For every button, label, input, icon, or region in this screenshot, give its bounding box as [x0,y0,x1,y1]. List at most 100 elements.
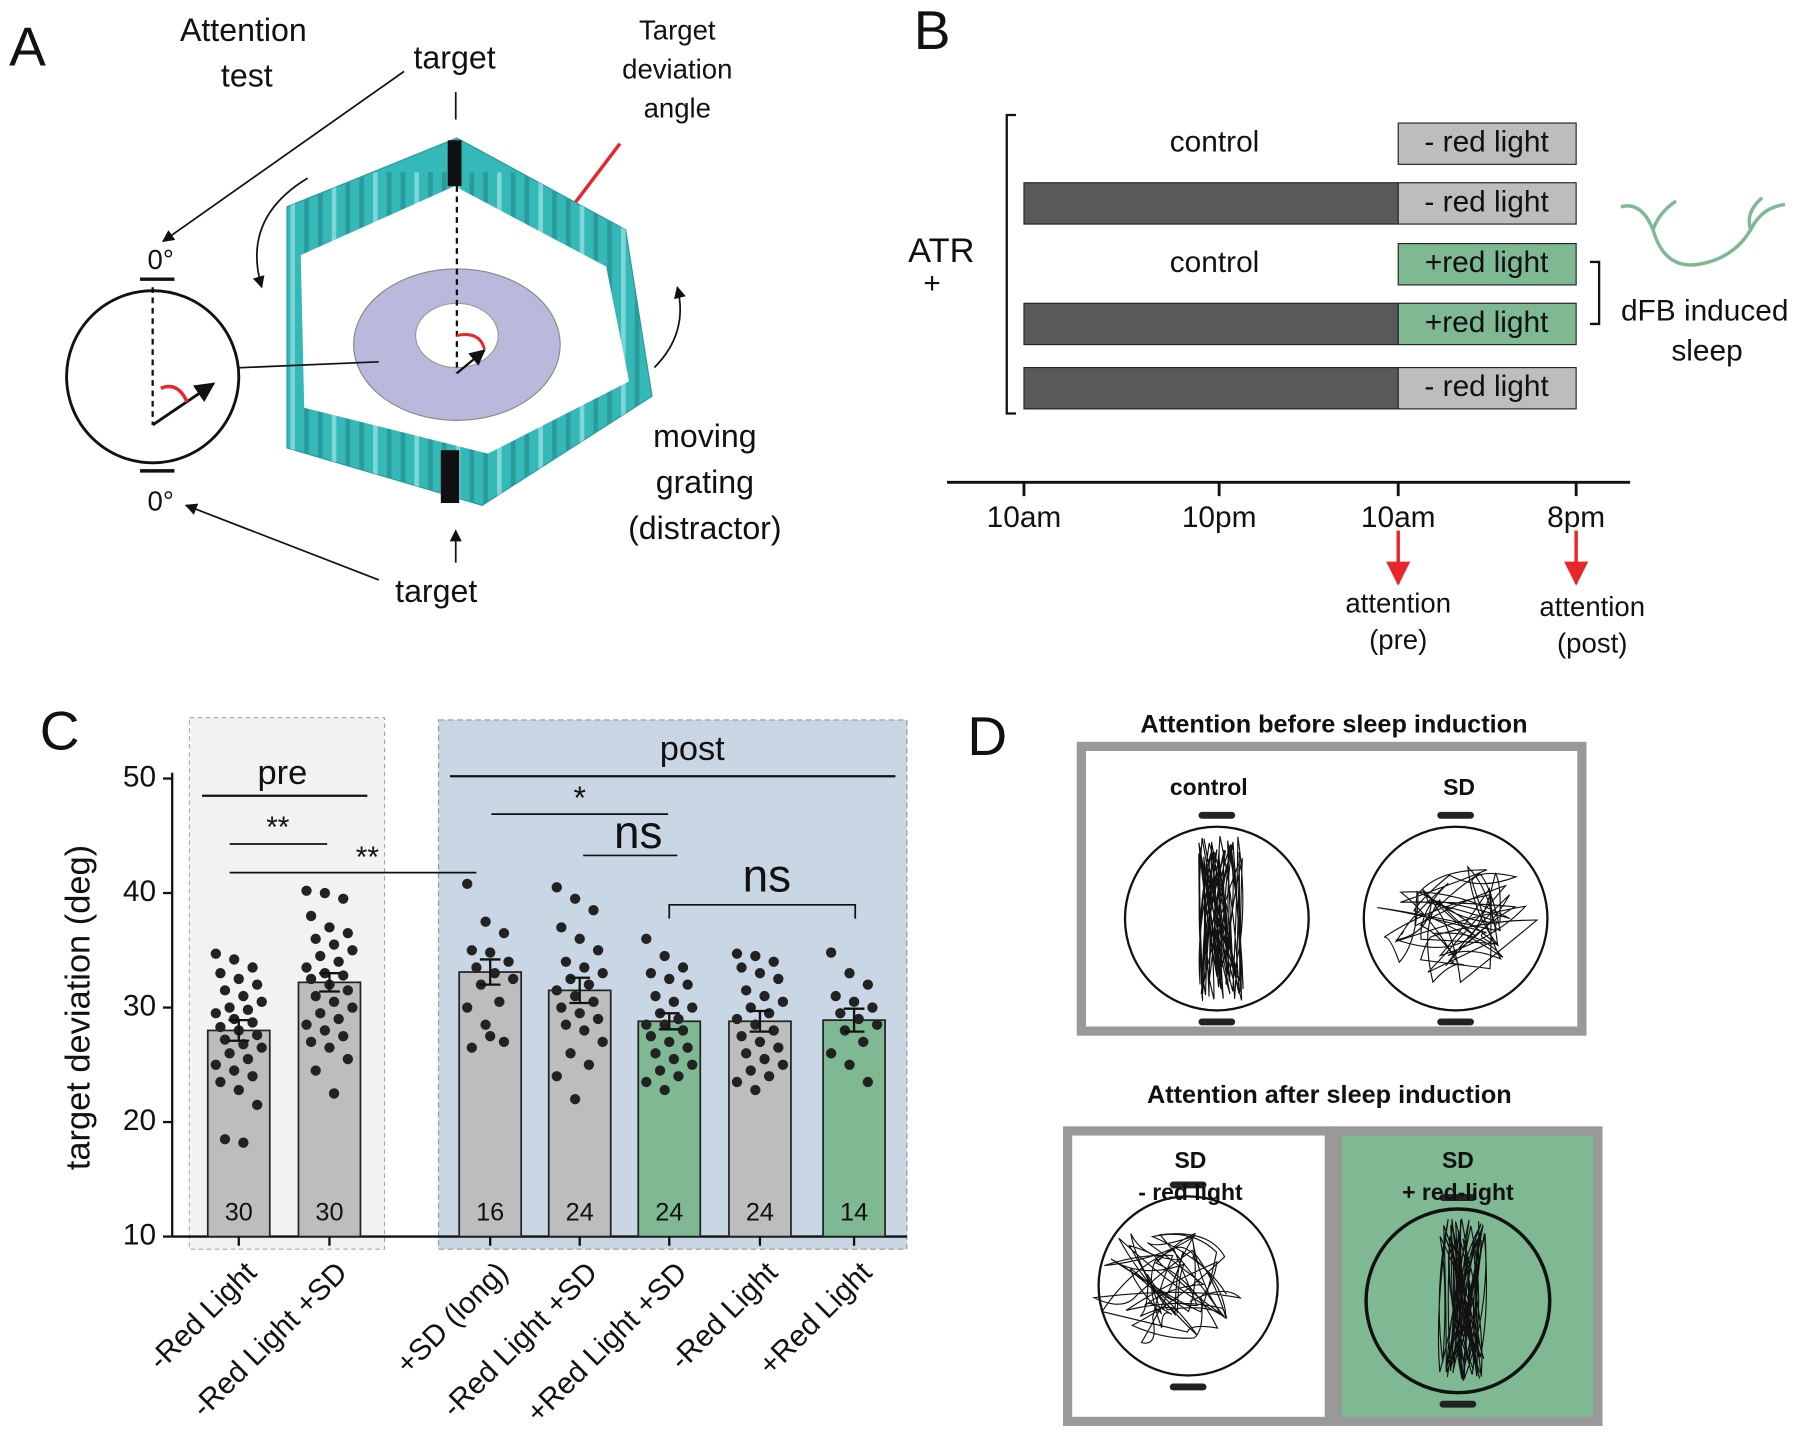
data-point [592,1013,604,1025]
data-point [835,1008,846,1019]
data-point [338,893,349,904]
group-label: post [660,730,725,768]
data-point [301,962,312,973]
data-point [247,1017,258,1028]
fly-arrow [456,349,486,375]
box-label: + red-light [1402,1179,1514,1205]
error-bar [479,958,501,986]
n-label: 30 [225,1198,253,1226]
data-point [238,1137,249,1148]
data-point [315,1008,326,1019]
data-point [569,990,581,1002]
light-label: +red light [1425,306,1549,339]
data-point [229,954,240,965]
neuron-drawing [1620,196,1786,267]
data-point [687,1002,698,1013]
data-point [588,996,599,1007]
data-point [338,970,349,981]
data-point [745,1065,756,1076]
trace-box [1332,1126,1603,1426]
light-box [1397,366,1577,410]
data-point [333,956,344,967]
data-point [328,996,340,1007]
data-point [242,1004,254,1016]
target-stripe [440,450,460,504]
light-label: - red light [1424,126,1549,159]
target-label: target [414,39,496,75]
sleep-deprivation-bar [1023,366,1399,410]
data-point [480,916,491,927]
data-point [251,979,263,990]
data-point [583,979,595,990]
data-point [471,962,482,973]
data-point [498,927,510,939]
data-point [768,1025,779,1036]
data-point [556,922,567,933]
panel-letter: B [914,0,951,61]
zero-label: 0° [148,244,174,275]
data-point [768,956,779,967]
data-point [773,973,784,985]
data-point [215,1076,226,1088]
data-point [844,968,855,979]
angle-arc [456,333,486,350]
group-label: pre [258,754,308,792]
data-point [301,885,312,896]
row-label: control [1170,246,1260,279]
light-box [1397,182,1577,225]
data-point [871,1019,883,1030]
angle-label: angle [644,93,711,124]
top-view-circle [65,289,241,465]
data-point [466,1042,477,1053]
error-bar [843,1007,865,1033]
y-tick-label: 40 [123,875,156,908]
data-point [588,905,599,916]
box-label: control [1170,774,1248,800]
data-point [551,882,562,893]
light-box [1397,243,1577,286]
data-point [641,1076,652,1088]
data-point [682,1042,693,1053]
light-label: - red light [1424,185,1549,218]
panel-a-title: test [221,58,273,94]
data-point [673,1013,684,1025]
group-label: ATR [908,232,974,270]
data-point [338,1031,349,1042]
data-point [862,979,874,990]
row-label: control [1170,126,1260,159]
distractor-label: grating [656,464,754,500]
data-point [247,1071,258,1082]
data-point [867,1002,878,1013]
data-point [551,985,562,996]
bracket [1589,260,1601,326]
data-point [256,1042,267,1053]
test-label: attention [1345,587,1451,618]
data-point [569,893,581,904]
data-point [224,1002,235,1013]
sleep-deprivation-bar [1023,302,1399,346]
x-tick-label: -Red Light +SD [436,1256,604,1424]
data-point [641,933,652,945]
data-point [664,973,675,985]
significance-label: ** [266,811,290,844]
data-point [328,939,340,950]
data-point [319,887,331,899]
data-point [247,962,258,973]
error-bar [749,1009,771,1033]
data-point [498,1036,510,1048]
n-label: 14 [840,1198,868,1226]
data-point [830,990,841,1002]
data-point [210,1059,221,1070]
data-point [645,968,657,979]
data-point [848,996,860,1007]
data-point [844,1059,855,1070]
data-point [215,1021,226,1033]
panel-letter: D [967,705,1007,767]
data-point [754,1036,766,1048]
data-point [238,990,249,1002]
data-point [731,948,743,959]
data-point [315,950,326,962]
data-point [659,1019,670,1030]
data-point [256,996,267,1007]
